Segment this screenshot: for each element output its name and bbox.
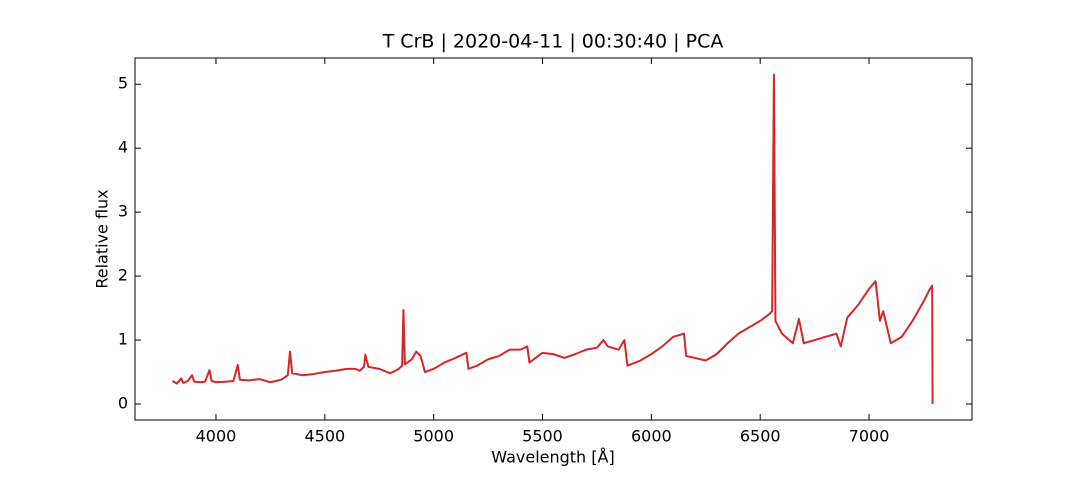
x-tick-label: 6000 [631, 427, 672, 446]
y-tick-label: 1 [118, 330, 128, 349]
y-tick-label: 2 [118, 266, 128, 285]
y-tick-label: 4 [118, 138, 128, 157]
x-tick-label: 5500 [522, 427, 563, 446]
y-tick-label: 0 [118, 394, 128, 413]
x-tick-label: 5000 [413, 427, 454, 446]
x-tick-label: 7000 [849, 427, 890, 446]
plot-frame [134, 57, 973, 421]
x-tick-label: 4500 [304, 427, 345, 446]
x-tick-label: 6500 [740, 427, 781, 446]
y-tick-label: 5 [118, 74, 128, 93]
chart-title: T CrB | 2020-04-11 | 00:30:40 | PCA [382, 31, 724, 53]
spectrum-line [171, 73, 934, 405]
y-tick-label: 3 [118, 202, 128, 221]
x-tick-label: 4000 [196, 427, 237, 446]
y-axis-label: Relative flux [93, 189, 112, 288]
x-axis-label: Wavelength [Å] [491, 448, 614, 467]
